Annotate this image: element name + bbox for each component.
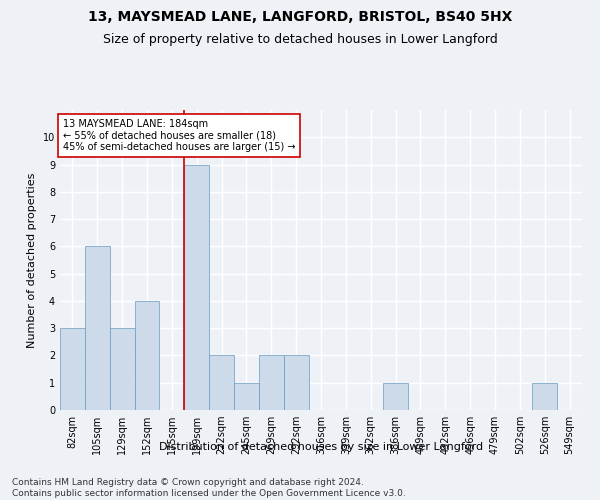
Text: Contains HM Land Registry data © Crown copyright and database right 2024.
Contai: Contains HM Land Registry data © Crown c…	[12, 478, 406, 498]
Bar	[184, 164, 209, 410]
Text: 13, MAYSMEAD LANE, LANGFORD, BRISTOL, BS40 5HX: 13, MAYSMEAD LANE, LANGFORD, BRISTOL, BS…	[88, 10, 512, 24]
Bar	[284, 356, 308, 410]
Bar	[60, 328, 85, 410]
Bar	[383, 382, 408, 410]
Text: 13 MAYSMEAD LANE: 184sqm
← 55% of detached houses are smaller (18)
45% of semi-d: 13 MAYSMEAD LANE: 184sqm ← 55% of detach…	[62, 119, 295, 152]
Bar	[234, 382, 259, 410]
Bar	[110, 328, 134, 410]
Bar	[259, 356, 284, 410]
Bar	[532, 382, 557, 410]
Bar	[209, 356, 234, 410]
Text: Size of property relative to detached houses in Lower Langford: Size of property relative to detached ho…	[103, 32, 497, 46]
Y-axis label: Number of detached properties: Number of detached properties	[28, 172, 37, 348]
Bar	[134, 301, 160, 410]
Text: Distribution of detached houses by size in Lower Langford: Distribution of detached houses by size …	[159, 442, 483, 452]
Bar	[85, 246, 110, 410]
